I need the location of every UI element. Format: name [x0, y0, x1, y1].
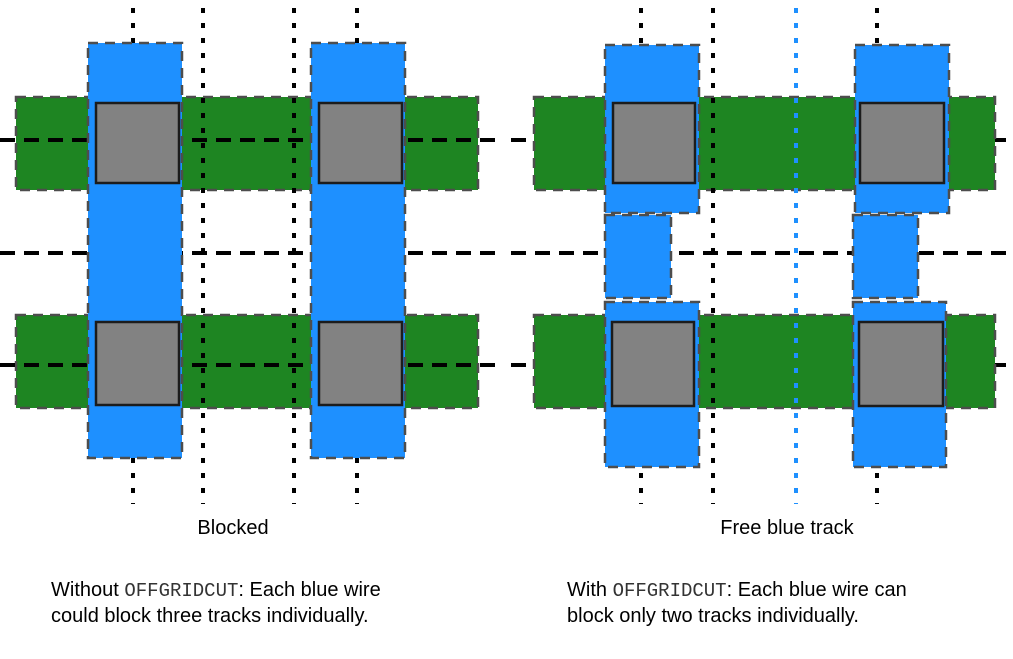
right-diagram-label: Free blue track: [720, 517, 854, 539]
right-via-cut-3: [610, 320, 696, 408]
right-caption: With OFFGRIDCUT: Each blue wire can bloc…: [567, 578, 907, 629]
diagram-canvas: [0, 8, 1006, 504]
left-green-wire-bottom: [14, 313, 480, 410]
left-caption-pre: Without: [51, 579, 125, 601]
right-diagram: [511, 8, 1006, 504]
right-blue-wire-1-narrow-segment: [603, 213, 673, 300]
left-caption-keyword: OFFGRIDCUT: [124, 580, 239, 602]
left-via-cut-3: [94, 320, 181, 407]
left-caption-post: : Each blue wire: [238, 579, 381, 601]
right-caption-keyword: OFFGRIDCUT: [612, 580, 727, 602]
right-caption-post: : Each blue wire can: [726, 579, 907, 601]
right-via-cut-1: [611, 101, 697, 185]
left-green-wire-top: [14, 95, 480, 192]
left-caption: Without OFFGRIDCUT: Each blue wire could…: [51, 578, 381, 629]
left-via-cut-4: [317, 320, 404, 407]
left-diagram-label: Blocked: [197, 517, 269, 539]
right-caption-pre: With: [567, 579, 613, 601]
right-via-cut-4: [857, 320, 945, 408]
right-via-cut-2: [858, 101, 946, 185]
right-blue-wire-2-narrow-segment: [851, 213, 920, 300]
right-caption-line1: With OFFGRIDCUT: Each blue wire can: [567, 578, 907, 604]
left-via-cut-1: [94, 101, 181, 185]
left-diagram: [0, 8, 502, 504]
left-caption-line2: could block three tracks individually.: [51, 605, 369, 627]
left-caption-line1: Without OFFGRIDCUT: Each blue wire: [51, 578, 381, 604]
left-via-cut-2: [317, 101, 404, 185]
right-caption-line2: block only two tracks individually.: [567, 605, 859, 627]
